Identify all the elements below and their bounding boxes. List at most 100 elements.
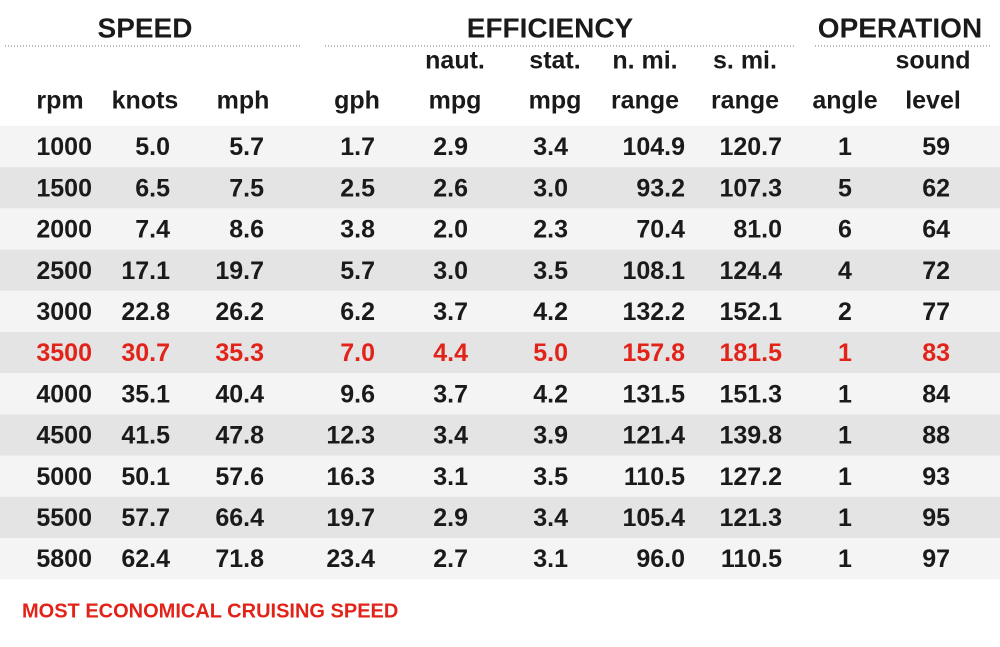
cell: 1	[838, 545, 852, 573]
cell: 7.0	[340, 339, 375, 367]
cell: 1	[838, 380, 852, 408]
cell: 6.2	[340, 298, 375, 326]
cell: 2.7	[433, 545, 468, 573]
cell: 9.6	[340, 380, 375, 408]
footnote: MOST ECONOMICAL CRUISING SPEED	[22, 600, 398, 622]
cell: 19.7	[215, 257, 264, 285]
cell: 19.7	[326, 504, 375, 532]
cell: 5	[838, 174, 852, 202]
cell: 5800	[36, 545, 92, 573]
cell: 1500	[36, 174, 92, 202]
cell: 30.7	[121, 339, 170, 367]
row-band	[0, 208, 1000, 250]
cell: 5500	[36, 504, 92, 532]
cell: 62.4	[121, 545, 170, 573]
group-header: SPEED	[98, 12, 193, 43]
cell: 2.0	[433, 216, 468, 244]
row-band	[0, 249, 1000, 291]
cell: 1000	[36, 133, 92, 161]
row-band	[0, 126, 1000, 168]
cell: 2	[838, 298, 852, 326]
cell: 2.3	[533, 216, 568, 244]
cell: 4.2	[533, 380, 568, 408]
cell: 50.1	[121, 463, 170, 491]
cell: 2.9	[433, 504, 468, 532]
cell: 132.2	[622, 298, 685, 326]
cell: 8.6	[229, 216, 264, 244]
row-band	[0, 373, 1000, 415]
column-header: range	[711, 87, 779, 115]
cell: 104.9	[622, 133, 685, 161]
cell: 1	[838, 504, 852, 532]
cell: 4500	[36, 422, 92, 450]
cell: 3500	[36, 339, 92, 367]
cell: 108.1	[622, 257, 685, 285]
cell: 96.0	[636, 545, 685, 573]
cell: 121.3	[719, 504, 782, 532]
cell: 4000	[36, 380, 92, 408]
cell: 120.7	[719, 133, 782, 161]
cell: 121.4	[622, 422, 685, 450]
group-header: OPERATION	[818, 12, 982, 43]
column-header: n. mi.	[612, 47, 677, 75]
row-band	[0, 455, 1000, 497]
cell: 3.8	[340, 216, 375, 244]
cell: 3.4	[533, 133, 568, 161]
cell: 151.3	[719, 380, 782, 408]
cell: 93.2	[636, 174, 685, 202]
column-header: knots	[112, 87, 179, 115]
cell: 1	[838, 422, 852, 450]
cell: 97	[922, 545, 950, 573]
row-band	[0, 414, 1000, 456]
column-header: naut.	[425, 47, 485, 75]
cell: 139.8	[719, 422, 782, 450]
column-header: level	[905, 87, 961, 115]
cell: 7.4	[135, 216, 170, 244]
cell: 110.5	[624, 463, 685, 491]
cell: 83	[922, 339, 950, 367]
row-band	[0, 538, 1000, 580]
cell: 62	[922, 174, 950, 202]
cell: 71.8	[215, 545, 264, 573]
cell: 3.7	[433, 298, 468, 326]
cell: 1	[838, 339, 852, 367]
cell: 72	[922, 257, 950, 285]
cell: 66.4	[215, 504, 264, 532]
column-header: angle	[812, 87, 877, 115]
row-band	[0, 290, 1000, 332]
cell: 7.5	[229, 174, 264, 202]
cell: 3.0	[433, 257, 468, 285]
column-header: mph	[217, 87, 270, 115]
cell: 152.1	[719, 298, 782, 326]
cell: 64	[922, 216, 950, 244]
column-header: gph	[334, 87, 380, 115]
cell: 22.8	[121, 298, 170, 326]
cell: 4.2	[533, 298, 568, 326]
cell: 4	[838, 257, 852, 285]
cell: 107.3	[719, 174, 782, 202]
cell: 12.3	[326, 422, 375, 450]
cell: 124.4	[719, 257, 782, 285]
cell: 77	[922, 298, 950, 326]
cell: 6	[838, 216, 852, 244]
row-band	[0, 332, 1000, 374]
cell: 2.5	[340, 174, 375, 202]
cell: 5.0	[135, 133, 170, 161]
cell: 1	[838, 463, 852, 491]
cell: 59	[922, 133, 950, 161]
column-header: s. mi.	[713, 47, 777, 75]
cell: 5.7	[229, 133, 264, 161]
cell: 1	[838, 133, 852, 161]
cell: 57.7	[121, 504, 170, 532]
cell: 2.6	[433, 174, 468, 202]
cell: 26.2	[215, 298, 264, 326]
column-header: mpg	[429, 87, 482, 115]
cell: 2000	[36, 216, 92, 244]
cell: 3.5	[533, 257, 568, 285]
cell: 3000	[36, 298, 92, 326]
cell: 84	[922, 380, 950, 408]
column-header: rpm	[36, 87, 83, 115]
cell: 181.5	[719, 339, 782, 367]
cell: 6.5	[135, 174, 170, 202]
